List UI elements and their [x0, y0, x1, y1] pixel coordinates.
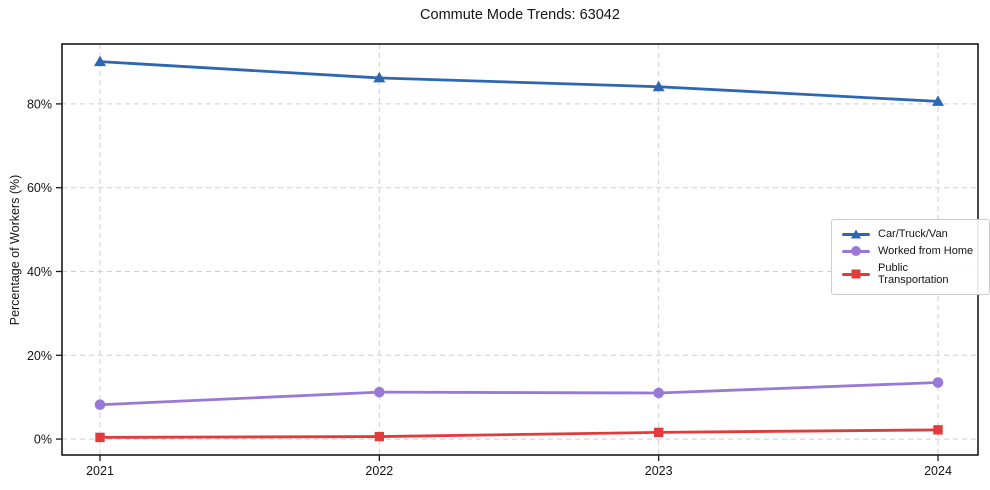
y-tick-label: 80%: [27, 97, 52, 111]
legend-item-car-truck-van: Car/Truck/Van: [842, 228, 979, 240]
x-tick-label: 2024: [924, 464, 952, 478]
marker-worked-from-home: [94, 399, 106, 411]
y-tick-label: 0%: [34, 433, 52, 447]
marker-car-truck-van: [932, 95, 944, 106]
legend-label: Worked from Home: [878, 245, 974, 257]
x-tick-label: 2022: [365, 464, 393, 478]
marker-public-transportation: [653, 427, 664, 438]
y-tick-label: 20%: [27, 349, 52, 363]
x-tick-label: 2021: [86, 464, 114, 478]
marker-car-truck-van: [373, 71, 386, 83]
series-line-car-truck-van: [98, 60, 940, 103]
y-tick-label: 40%: [27, 265, 52, 279]
y-tick-label: 60%: [27, 181, 52, 195]
legend-label: Car/Truck/Van: [878, 228, 948, 240]
legend-item-public-transportation: Public Transportation: [842, 262, 979, 286]
legend-circle-icon: [851, 246, 861, 256]
legend-label: Public Transportation: [878, 262, 949, 286]
legend-line: [842, 246, 870, 256]
chart-title: Commute Mode Trends: 63042: [420, 7, 620, 23]
marker-public-transportation: [95, 432, 105, 443]
marker-car-truck-van: [94, 55, 106, 67]
series-line-worked-from-home: [98, 381, 940, 407]
legend-triangle-icon: [851, 229, 861, 239]
marker-public-transportation: [374, 431, 385, 442]
marker-worked-from-home: [932, 377, 944, 388]
legend-square-icon: [851, 269, 861, 279]
legend-line: [842, 229, 870, 239]
marker-worked-from-home: [374, 386, 385, 398]
series-line-public-transportation: [98, 428, 940, 439]
legend-line: [842, 269, 870, 279]
legend-item-worked-from-home: Worked from Home: [842, 245, 979, 257]
marker-car-truck-van: [652, 80, 665, 92]
legend: Car/Truck/Van Worked from Home Public Tran…: [831, 219, 990, 295]
marker-worked-from-home: [653, 387, 664, 399]
x-tick-label: 2023: [645, 464, 673, 478]
marker-public-transportation: [933, 425, 943, 435]
